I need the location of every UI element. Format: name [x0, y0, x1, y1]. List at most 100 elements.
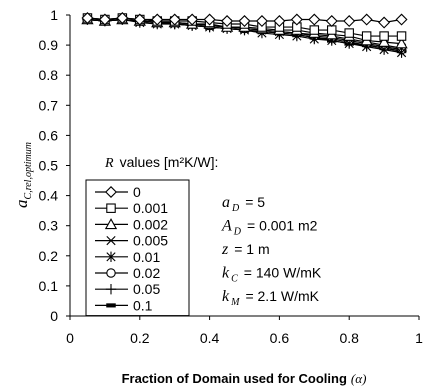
data-point — [378, 16, 391, 29]
parameter-annotation: k C = 140 W/mK — [222, 265, 322, 285]
data-point — [309, 25, 320, 35]
x-tick-label: 0 — [66, 330, 74, 346]
y-axis-tick-labels: 0 0.1 0.2 0.3 0.4 0.5 0.6 0.7 0.8 0.9 1 — [39, 7, 70, 324]
data-point — [395, 13, 408, 26]
data-point — [168, 13, 181, 26]
legend-label: 0 — [133, 184, 141, 200]
data-point — [396, 31, 407, 41]
data-point — [186, 13, 199, 26]
parameter-symbol: A — [221, 218, 232, 235]
data-point — [396, 47, 407, 58]
legend-entry: 0.02 — [95, 265, 160, 281]
legend-entry: 0 — [95, 184, 141, 200]
legend-title-text: values [m²K/W]: — [120, 154, 219, 170]
legend-marker — [105, 284, 117, 295]
data-point — [98, 13, 111, 26]
y-axis-label-main: a — [12, 199, 31, 208]
parameter-symbol: a — [222, 194, 230, 211]
y-tick-label: 0.7 — [39, 97, 59, 113]
data-point — [133, 13, 146, 26]
legend-label: 0.02 — [133, 265, 160, 281]
y-tick-label: 0.6 — [39, 127, 59, 143]
y-axis-label-sub: C,rel,optimum — [23, 142, 34, 199]
legend-marker — [106, 236, 116, 246]
data-point — [255, 15, 268, 27]
series-layer — [81, 12, 408, 58]
parameter-value: = 2.1 W/mK — [245, 288, 319, 304]
x-tick-label: 0.8 — [339, 330, 359, 346]
data-point — [308, 13, 321, 26]
x-tick-label: 0.6 — [270, 330, 290, 346]
x-axis-label: Fraction of Domain used for Cooling (α) — [122, 371, 367, 386]
x-tick-label: 0.4 — [200, 330, 220, 346]
y-axis-label: aC,rel,optimum — [12, 142, 34, 208]
legend-marker — [106, 203, 116, 213]
y-tick-label: 0.3 — [39, 218, 59, 234]
parameter-subscript: M — [230, 297, 240, 308]
parameter-annotation: A D = 0.001 m2 — [221, 218, 318, 238]
annotations: a D = 5A D = 0.001 m2z = 1 mk C = 140 W/mKk M = 2… — [221, 194, 322, 308]
data-point — [273, 15, 286, 27]
x-axis-tick-labels: 0 0.2 0.4 0.6 0.8 1 — [66, 316, 423, 346]
parameter-value: = 140 W/mK — [244, 265, 322, 281]
data-point — [151, 13, 164, 26]
data-point — [221, 15, 234, 27]
data-point — [343, 15, 356, 27]
parameter-annotation: z = 1 m — [221, 241, 270, 258]
legend-marker — [106, 251, 116, 262]
legend-entry: 0.01 — [95, 249, 160, 265]
parameter-value: = 1 m — [234, 241, 269, 257]
parameter-subscript: C — [231, 274, 238, 285]
x-tick-label: 1 — [415, 330, 423, 346]
data-point — [344, 28, 354, 38]
data-point — [81, 12, 94, 24]
data-point — [360, 13, 373, 26]
data-point — [325, 15, 338, 27]
legend-box — [85, 179, 190, 317]
y-tick-label: 0.9 — [39, 37, 59, 53]
legend-title-symbol: R — [104, 156, 114, 171]
data-point — [395, 37, 408, 49]
y-tick-label: 0.4 — [39, 188, 59, 204]
parameter-value: = 0.001 m2 — [247, 218, 318, 234]
data-point — [203, 13, 216, 26]
parameter-subscript: D — [233, 227, 242, 238]
parameter-annotation: k M = 2.1 W/mK — [222, 288, 320, 308]
series-0 — [81, 12, 408, 29]
parameter-annotation: a D = 5 — [222, 194, 265, 214]
data-point — [238, 15, 251, 27]
legend-marker — [104, 218, 118, 230]
x-axis-label-symbol: (α) — [351, 371, 366, 386]
y-tick-label: 0.2 — [39, 248, 59, 264]
parameter-symbol: k — [222, 265, 230, 282]
legend-label: 0.05 — [133, 281, 160, 297]
legend-label: 0.005 — [133, 233, 168, 249]
legend-label: 0.001 — [133, 200, 168, 216]
legend-label: 0.1 — [133, 297, 153, 313]
data-point — [361, 31, 372, 41]
parameter-symbol: z — [221, 241, 229, 258]
y-tick-label: 0.8 — [39, 67, 59, 83]
data-point — [290, 13, 303, 26]
parameter-symbol: k — [222, 288, 230, 305]
data-point — [379, 31, 389, 41]
legend-entry: 0.002 — [95, 216, 168, 232]
y-tick-label: 0 — [50, 308, 58, 324]
legend-marker — [105, 186, 117, 198]
legend-marker — [106, 303, 116, 308]
legend-entry: 0.001 — [95, 200, 168, 216]
x-axis-label-text: Fraction of Domain used for Cooling — [122, 371, 347, 386]
legend-label: 0.002 — [133, 216, 168, 232]
x-tick-label: 0.2 — [130, 330, 150, 346]
legend-entry: 0.05 — [95, 281, 160, 297]
legend-entry: 0.005 — [95, 233, 168, 249]
y-tick-label: 1 — [50, 7, 58, 23]
parameter-value: = 5 — [245, 194, 265, 210]
legend-marker — [106, 268, 116, 278]
legend-label: 0.01 — [133, 249, 160, 265]
data-point — [116, 12, 129, 24]
y-tick-label: 0.5 — [39, 158, 59, 174]
